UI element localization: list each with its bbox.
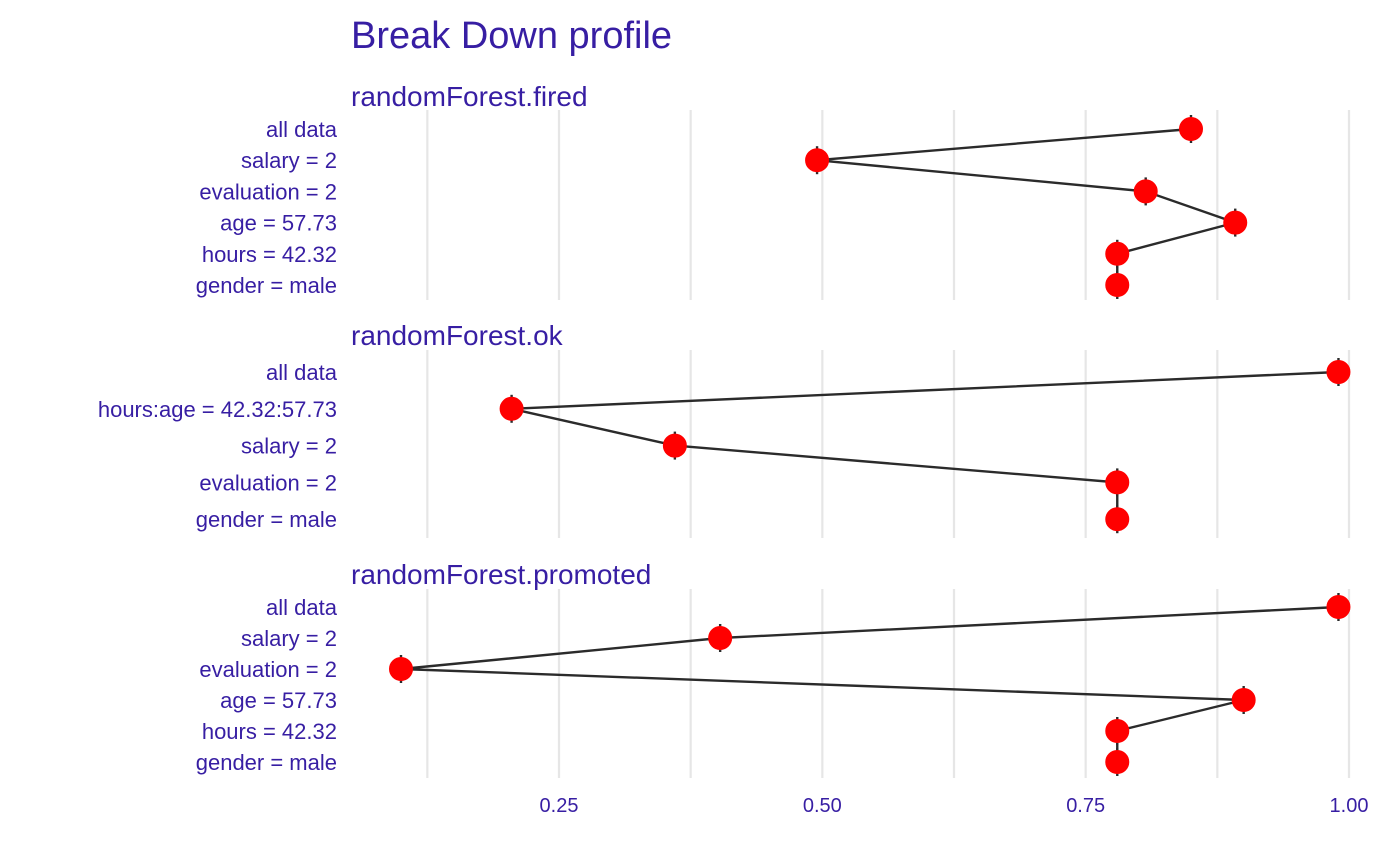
data-point xyxy=(662,433,687,458)
variable-label: hours:age = 42.32:57.73 xyxy=(98,397,337,422)
panel-randomForest.promoted: randomForest.promoted all data salary = 2 e… xyxy=(196,559,1351,776)
panel-title: randomForest.promoted xyxy=(351,559,651,590)
variable-label: salary = 2 xyxy=(241,148,337,173)
data-point xyxy=(1105,719,1130,743)
variable-label: salary = 2 xyxy=(241,626,337,651)
variable-label: salary = 2 xyxy=(241,434,337,459)
data-point xyxy=(1105,470,1130,495)
data-point xyxy=(1223,210,1248,235)
data-point xyxy=(708,626,733,650)
data-point xyxy=(1105,750,1130,774)
variable-label: all data xyxy=(266,117,338,142)
variable-label: evaluation = 2 xyxy=(199,470,337,495)
contribution-line xyxy=(400,605,1339,762)
variable-label: age = 57.73 xyxy=(220,688,337,713)
data-point xyxy=(1105,507,1130,532)
chart-title: Break Down profile xyxy=(351,15,672,57)
variable-label: evaluation = 2 xyxy=(199,179,337,204)
variable-label: evaluation = 2 xyxy=(199,657,337,682)
variable-label: all data xyxy=(266,360,338,385)
data-point xyxy=(805,148,830,173)
variable-label: hours = 42.32 xyxy=(202,242,337,267)
panel-title: randomForest.fired xyxy=(351,81,588,112)
data-point xyxy=(1326,360,1351,384)
variable-label: age = 57.73 xyxy=(220,211,337,236)
data-point xyxy=(1231,688,1256,712)
variable-label: gender = male xyxy=(196,273,337,298)
variable-label: hours = 42.32 xyxy=(202,719,337,744)
panel-randomForest.ok: randomForest.ok all data hours:age = 42.32… xyxy=(98,320,1351,534)
contribution-line xyxy=(511,370,1339,520)
x-tick-label: 0.75 xyxy=(1066,795,1105,817)
data-point xyxy=(389,657,413,681)
panels-layer: randomForest.fired all data salary = 2 eval… xyxy=(98,81,1351,776)
x-tick-label: 0.25 xyxy=(540,795,579,817)
panel-title: randomForest.ok xyxy=(351,320,564,351)
x-axis: 0.25 0.50 0.75 1.00 xyxy=(540,795,1369,817)
data-point xyxy=(1133,179,1158,204)
data-point xyxy=(1105,241,1130,266)
data-point xyxy=(1179,117,1203,141)
grid-layer xyxy=(426,110,1351,778)
data-point xyxy=(1326,595,1351,619)
x-tick-label: 0.50 xyxy=(803,795,842,817)
data-point xyxy=(499,396,524,421)
data-point xyxy=(1105,273,1130,297)
variable-label: gender = male xyxy=(196,750,337,775)
panel-randomForest.fired: randomForest.fired all data salary = 2 eval… xyxy=(196,81,1248,299)
x-tick-label: 1.00 xyxy=(1330,795,1369,817)
variable-label: gender = male xyxy=(196,507,337,532)
variable-label: all data xyxy=(266,595,338,620)
contribution-line xyxy=(816,127,1240,285)
